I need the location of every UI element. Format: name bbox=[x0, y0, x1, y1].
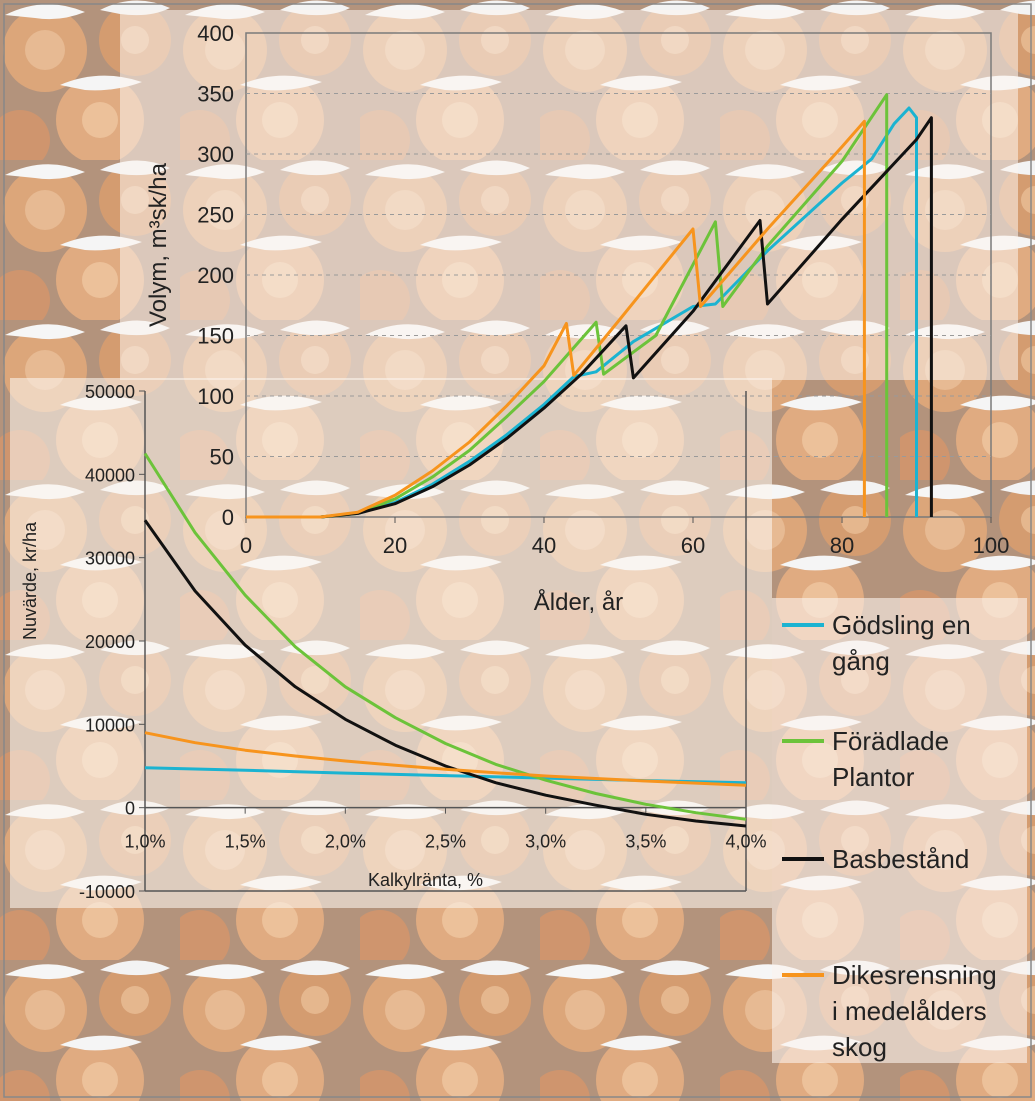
legend-label: Gödsling en bbox=[832, 610, 971, 640]
x-tick-label: 3,0% bbox=[525, 832, 566, 852]
x-tick-label: 3,5% bbox=[625, 832, 666, 852]
series-line-dikes bbox=[246, 119, 866, 519]
legend-label: gång bbox=[832, 646, 890, 676]
x-tick-label: 0 bbox=[240, 533, 252, 558]
y-tick-label: 50000 bbox=[85, 382, 135, 402]
x-axis-label: Ålder, år bbox=[534, 588, 623, 616]
y-tick-label: 10000 bbox=[85, 715, 135, 735]
y-tick-label: -10000 bbox=[79, 882, 135, 902]
legend: Gödsling en gång Förädlade Plantor Basbestån… bbox=[782, 610, 997, 1062]
x-tick-label: 1,5% bbox=[225, 832, 266, 852]
x-tick-label: 80 bbox=[830, 533, 854, 558]
y-tick-label: 30000 bbox=[85, 549, 135, 569]
legend-item-bas: Basbestånd bbox=[782, 844, 969, 874]
legend-panel bbox=[772, 598, 1027, 1063]
series-line-dikes bbox=[144, 731, 747, 787]
x-tick-label: 60 bbox=[681, 533, 705, 558]
series-line-foradl bbox=[246, 93, 889, 519]
x-tick-label: 2,5% bbox=[425, 832, 466, 852]
volume-chart: 0 50 100 150 200 250 300 350 400 0 20 40 60 80 100 Ålde… bbox=[145, 21, 1009, 616]
x-tick-label: 1,0% bbox=[124, 832, 165, 852]
y-tick-label: 40000 bbox=[85, 465, 135, 485]
top-chart-panel bbox=[120, 10, 1018, 380]
series-line-foradl bbox=[143, 452, 747, 821]
y-tick-label: 50 bbox=[210, 445, 234, 470]
y-tick-label: 300 bbox=[197, 142, 234, 167]
legend-label: Förädlade bbox=[832, 726, 949, 756]
y-tick-label: 150 bbox=[197, 324, 234, 349]
y-tick-label: 0 bbox=[125, 799, 135, 819]
legend-item-foradl: Förädlade Plantor bbox=[782, 726, 949, 792]
y-axis-label: Nuvärde, kr/ha bbox=[20, 521, 40, 640]
y-tick-label: 350 bbox=[197, 82, 234, 107]
y-axis-label: Volym, m³sk/ha bbox=[145, 162, 172, 327]
x-tick-label: 2,0% bbox=[325, 832, 366, 852]
x-axis-label: Kalkylränta, % bbox=[368, 870, 483, 890]
y-tick-label: 200 bbox=[197, 263, 234, 288]
legend-item-dikes: Dikesrensning i medelålders skog bbox=[782, 960, 997, 1062]
x-tick-label: 100 bbox=[973, 533, 1010, 558]
legend-item-gods: Gödsling en gång bbox=[782, 610, 971, 676]
bottom-chart-panel bbox=[10, 378, 772, 908]
x-tick-label: 4,0% bbox=[725, 832, 766, 852]
legend-label: Plantor bbox=[832, 762, 915, 792]
legend-label: Basbestånd bbox=[832, 844, 969, 874]
series-line-bas bbox=[143, 519, 747, 828]
x-tick-label: 40 bbox=[532, 533, 556, 558]
y-tick-label: 0 bbox=[222, 505, 234, 530]
series-line-bas bbox=[246, 116, 933, 519]
x-tick-label: 20 bbox=[383, 533, 407, 558]
figure-border bbox=[3, 3, 1032, 1098]
y-tick-label: 400 bbox=[197, 21, 234, 46]
legend-label: Dikesrensning bbox=[832, 960, 997, 990]
legend-label: skog bbox=[832, 1032, 887, 1062]
y-tick-label: 250 bbox=[197, 203, 234, 228]
y-tick-label: 20000 bbox=[85, 632, 135, 652]
y-tick-label: 100 bbox=[197, 384, 234, 409]
legend-label: i medelålders bbox=[832, 996, 987, 1026]
